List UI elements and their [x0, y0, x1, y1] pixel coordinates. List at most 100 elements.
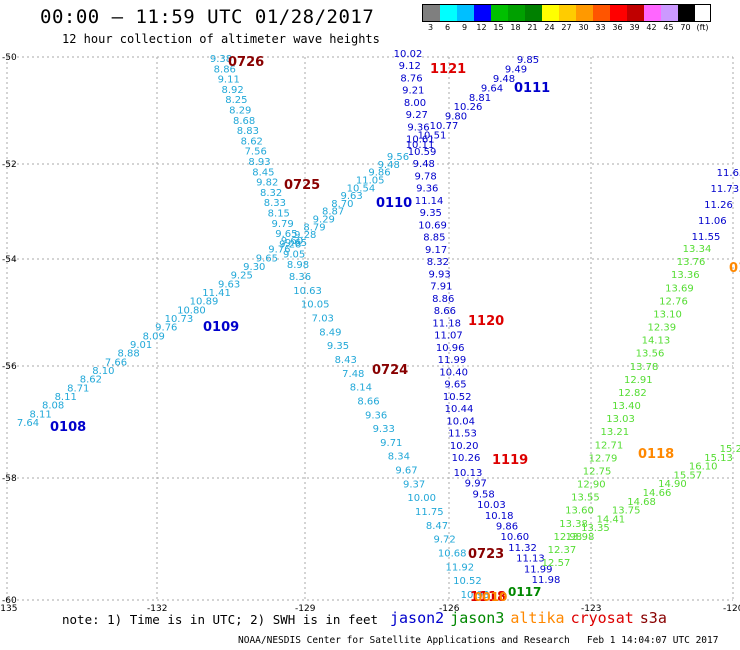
scale-swatch — [559, 5, 576, 21]
wave-height-value: 13.10 — [653, 309, 682, 320]
wave-height-value: 10.54 — [347, 183, 376, 194]
wave-height-value: 8.32 — [427, 257, 449, 268]
wave-height-value: 14.13 — [642, 336, 671, 347]
wave-height-value: 10.93 — [461, 590, 490, 601]
legend-jason2: jason2 — [390, 609, 445, 627]
wave-height-value: 9.48 — [493, 74, 515, 85]
scale-label: 21 — [527, 23, 538, 32]
wave-height-value: 8.98 — [287, 260, 309, 271]
wave-height-value: 10.26 — [454, 102, 483, 113]
lat-label: -52 — [2, 160, 17, 170]
wave-height-value: 13.98 — [566, 532, 595, 543]
track-0726: 9.388.869.118.928.258.298.688.838.627.56… — [210, 54, 309, 271]
scale-swatch — [525, 5, 542, 21]
wave-height-value: 9.48 — [378, 160, 400, 171]
wave-height-value: 11.41 — [202, 288, 231, 299]
wave-height-value: 11.99 — [524, 564, 553, 575]
wave-height-value: 13.21 — [600, 427, 629, 438]
wave-height-value: 10.13 — [454, 468, 483, 479]
wave-height-value: 7.56 — [245, 147, 267, 158]
axis-labels: -50 -52 -54 -56 -58 -60-135 -132 -129 -126 -123 -1… — [0, 53, 740, 614]
scale-label: 33 — [595, 23, 606, 32]
wave-height-value: 9.05 — [283, 250, 305, 261]
pass-time-label: 0723 — [468, 547, 504, 562]
satellite-legend: jason2 jason3 altika cryosat s3a — [390, 609, 673, 627]
wave-height-value: 13.76 — [677, 257, 706, 268]
track-1119: 10.139.979.5810.0310.189.8610.6011.3211.… — [454, 468, 561, 586]
wave-height-value: 8.34 — [388, 452, 410, 463]
wave-height-value: 9.60 — [281, 236, 303, 247]
wave-height-value: 7.48 — [342, 369, 364, 380]
scale-label: 24 — [544, 23, 555, 32]
pass-time-label: 1119 — [492, 453, 528, 468]
pass-time-label: 0724 — [372, 363, 408, 378]
scale-swatch — [423, 5, 440, 21]
wave-height-value: 9.56 — [387, 152, 409, 163]
map-grid — [6, 56, 734, 601]
scale-label: 9 — [461, 23, 468, 32]
wave-height-value: 12.98 — [553, 532, 582, 543]
wave-height-value: 8.85 — [423, 233, 445, 244]
wave-height-value: 9.65 — [444, 380, 466, 391]
wave-height-value: 11.32 — [508, 543, 537, 554]
wave-height-value: 9.30 — [243, 262, 265, 273]
wave-height-value: 8.66 — [357, 396, 379, 407]
wave-height-value: 12.75 — [583, 466, 612, 477]
lat-label: -54 — [2, 255, 17, 265]
wave-height-value: 15.20 — [720, 444, 740, 455]
wave-height-value: 10.77 — [430, 121, 459, 132]
wave-height-value: 7.64 — [17, 418, 39, 429]
lon-label: -132 — [147, 604, 167, 614]
wave-height-value: 16.10 — [689, 462, 718, 473]
wave-height-value: 9.86 — [368, 168, 390, 179]
wave-height-value: 14.41 — [596, 514, 625, 525]
scale-swatch — [627, 5, 644, 21]
wave-height-value: 8.00 — [404, 98, 426, 109]
wave-height-value: 8.62 — [80, 375, 102, 386]
wave-height-value: 12.39 — [647, 323, 676, 334]
wave-height-value: 11.18 — [432, 318, 461, 329]
wave-height-value: 14.66 — [643, 488, 672, 499]
wave-height-value: 9.01 — [130, 340, 152, 351]
wave-height-value: 11.73 — [710, 184, 739, 195]
scale-swatch — [644, 5, 661, 21]
wave-height-value: 10.04 — [446, 416, 475, 427]
wave-height-value: 9.97 — [465, 479, 487, 490]
wave-height-value: 9.27 — [406, 110, 428, 121]
wave-height-value: 9.35 — [327, 341, 349, 352]
wave-height-value: 11.55 — [692, 232, 721, 243]
scale-label: 30 — [578, 23, 589, 32]
lon-label: -120 — [723, 604, 740, 614]
color-scale-bar — [422, 4, 711, 22]
wave-height-value: 9.67 — [395, 466, 417, 477]
wave-height-value: 11.07 — [434, 331, 463, 342]
altimeter-tracks: 9.388.869.118.928.258.298.688.838.627.56… — [17, 49, 740, 601]
wave-height-value: 10.11 — [406, 140, 435, 151]
wave-height-value: 9.63 — [340, 191, 362, 202]
wave-height-value: 13.56 — [636, 349, 665, 360]
wave-height-value: 9.11 — [218, 75, 240, 86]
wave-height-value: 12.76 — [659, 296, 688, 307]
track-1113: 11.65 11.73 11.26 11.06 11.55 — [692, 168, 740, 243]
wave-height-value: 10.52 — [453, 576, 482, 587]
pass-time-label: 0725 — [284, 178, 320, 193]
pass-time-label: 0110 — [376, 196, 412, 211]
wave-height-value: 11.53 — [448, 429, 477, 440]
legend-s3a: s3a — [639, 609, 667, 627]
wave-height-value: 9.93 — [428, 269, 450, 280]
pass-time-label: 0109 — [203, 320, 239, 335]
wave-height-value: 9.36 — [416, 184, 438, 195]
wave-height-value: 13.03 — [606, 414, 635, 425]
scale-unit: (ft) — [696, 23, 709, 32]
wave-height-value: 8.09 — [143, 331, 165, 342]
scale-swatch — [491, 5, 508, 21]
wave-height-value: 10.59 — [408, 147, 437, 158]
wave-height-value: 9.12 — [399, 61, 421, 72]
wave-height-value: 9.28 — [279, 239, 301, 250]
wave-height-value: 11.65 — [717, 168, 740, 179]
wave-height-value: 9.85 — [517, 55, 539, 66]
lon-label: -126 — [439, 604, 460, 614]
wave-height-value: 8.08 — [42, 401, 64, 412]
pass-time-label: 0112 — [729, 261, 740, 276]
wave-height-value: 9.65 — [285, 238, 307, 249]
